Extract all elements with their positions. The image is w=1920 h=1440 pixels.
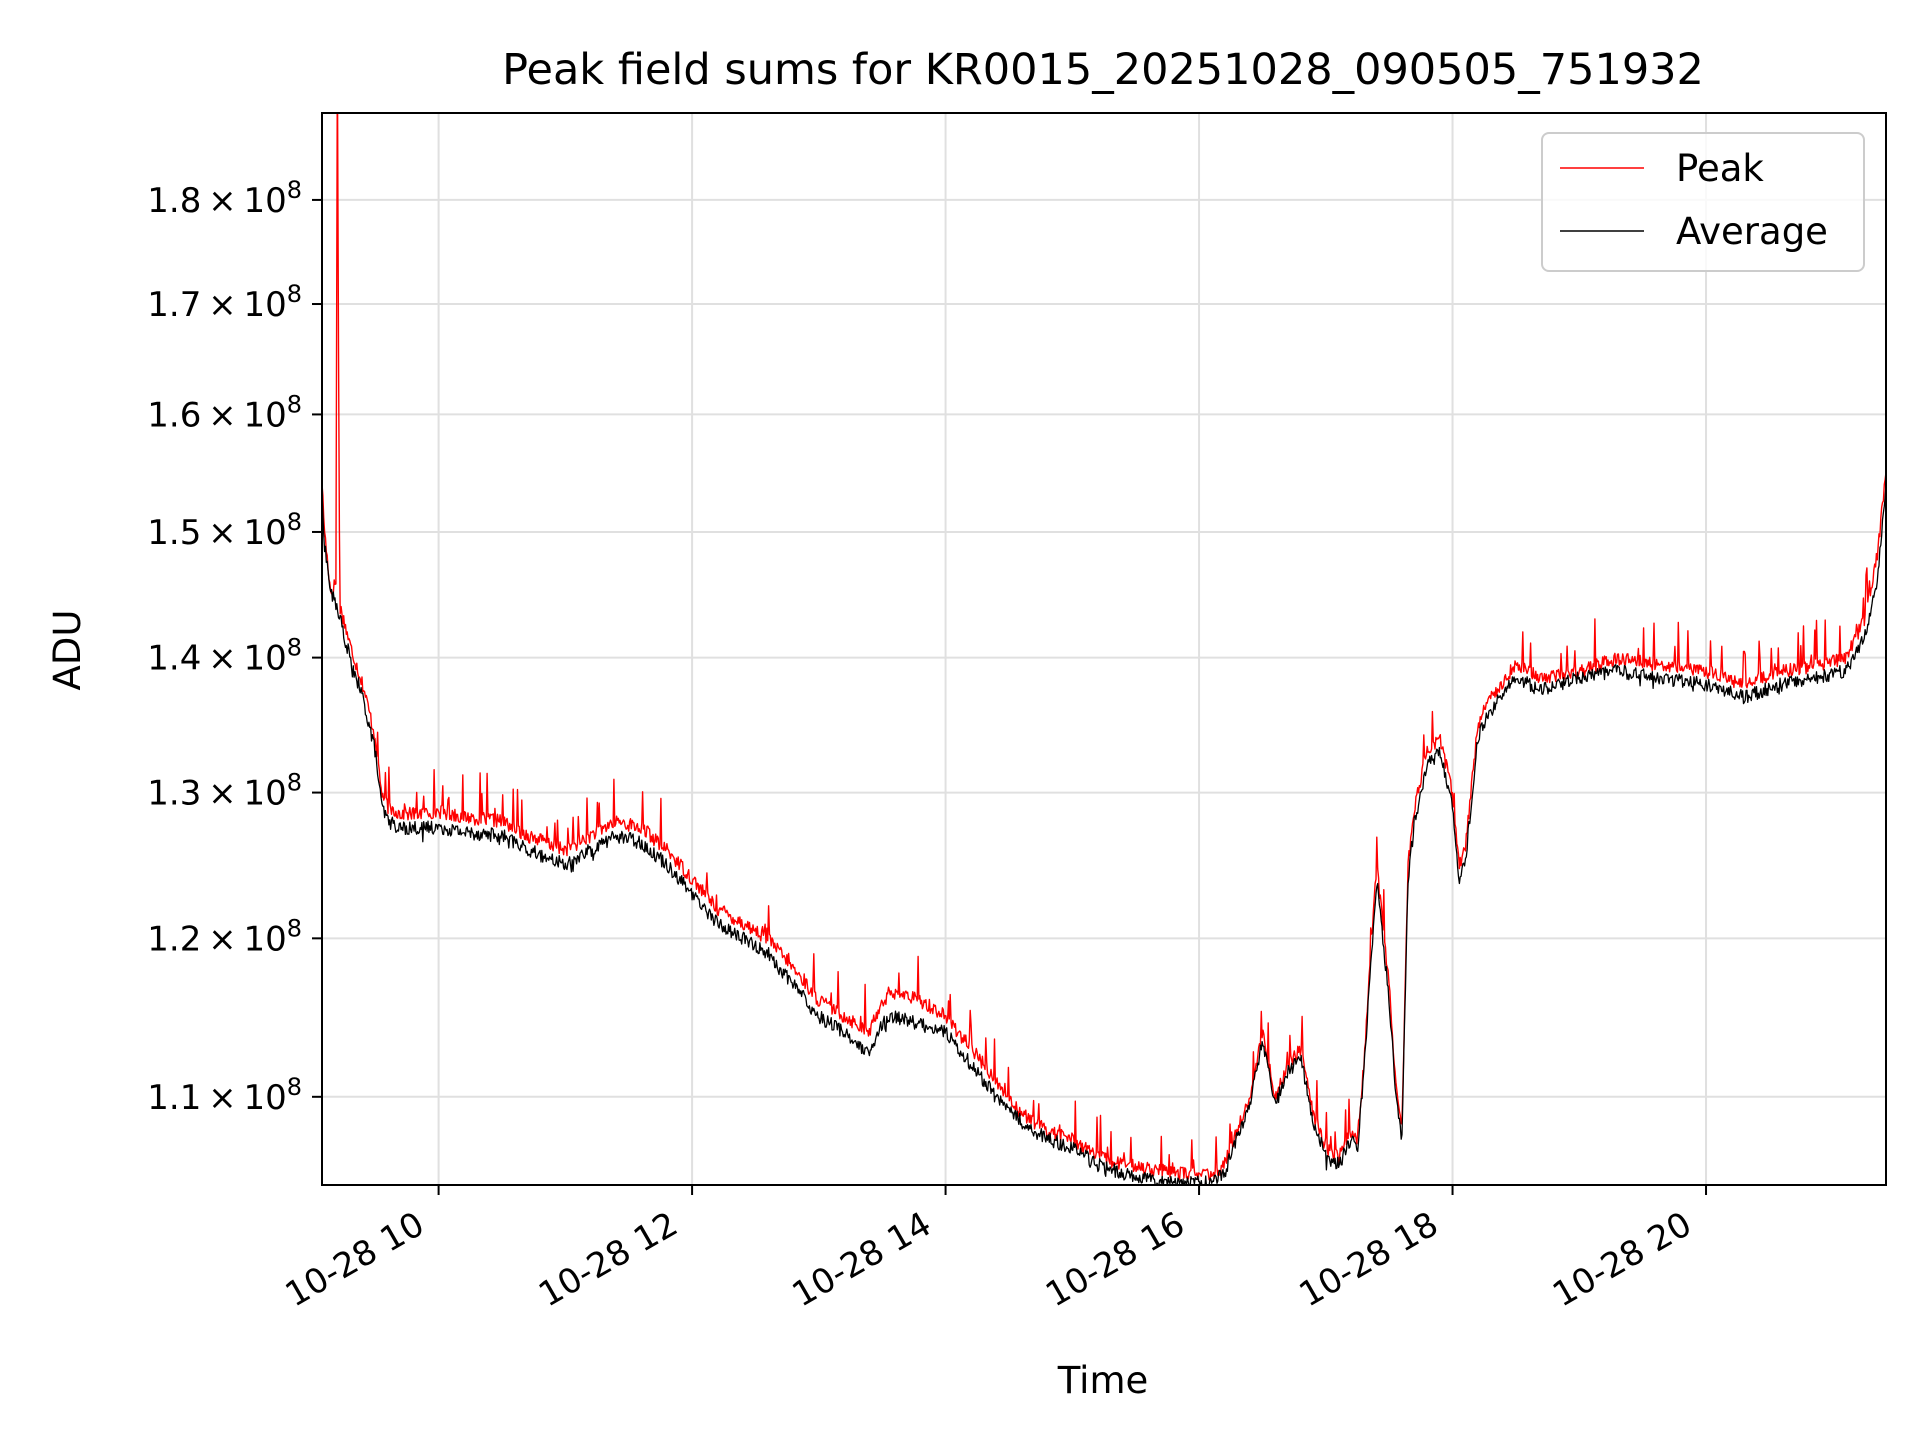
y-axis-label: ADU [46,610,89,691]
y-tick-label: 1.3 × 108 [147,769,302,814]
y-tick-exponent: 8 [287,176,302,204]
y-tick-exponent: 8 [287,1073,302,1101]
y-tick-mantissa: 1.6 [147,395,201,435]
y-tick-mantissa: 1.5 [147,513,201,553]
y-tick-label: 1.6 × 108 [147,390,302,435]
y-tick-label: 1.8 × 108 [147,176,302,221]
peak-series-line [322,113,1886,1182]
y-tick-exponent: 8 [287,914,302,942]
y-tick-label: 1.5 × 108 [147,508,302,553]
average-series-line [322,483,1886,1185]
y-tick-times-ten: × 10 [201,774,286,814]
x-axis-label: Time [1057,1359,1149,1402]
y-tick-times-ten: × 10 [201,639,286,679]
y-tick-label: 1.4 × 108 [147,634,302,679]
y-tick-mantissa: 1.1 [147,1078,201,1118]
y-tick-label: 1.7 × 108 [147,280,302,325]
plot-frame [321,112,1887,1186]
legend-average-label: Average [1676,210,1828,253]
y-tick-times-ten: × 10 [201,513,286,553]
y-tick-times-ten: × 10 [201,395,286,435]
legend[interactable]: Peak Average [1541,132,1865,272]
series-layer [322,113,1886,1185]
y-tick-times-ten: × 10 [201,181,286,221]
y-tick-mantissa: 1.2 [147,919,201,959]
y-tick-times-ten: × 10 [201,1078,286,1118]
y-tick-exponent: 8 [287,280,302,308]
chart-title: Peak field sums for KR0015_20251028_0905… [502,45,1704,95]
legend-peak-label: Peak [1676,147,1764,190]
y-tick-label: 1.1 × 108 [147,1073,302,1118]
y-tick-times-ten: × 10 [201,919,286,959]
y-tick-mantissa: 1.8 [147,181,201,221]
y-tick-exponent: 8 [287,769,302,797]
y-tick-exponent: 8 [287,390,302,418]
y-tick-times-ten: × 10 [201,285,286,325]
y-tick-mantissa: 1.3 [147,774,201,814]
y-tick-mantissa: 1.7 [147,285,201,325]
y-tick-exponent: 8 [287,634,302,662]
y-tick-mantissa: 1.4 [147,639,201,679]
grid [322,113,1886,1185]
y-tick-label: 1.2 × 108 [147,914,302,959]
y-tick-exponent: 8 [287,508,302,536]
